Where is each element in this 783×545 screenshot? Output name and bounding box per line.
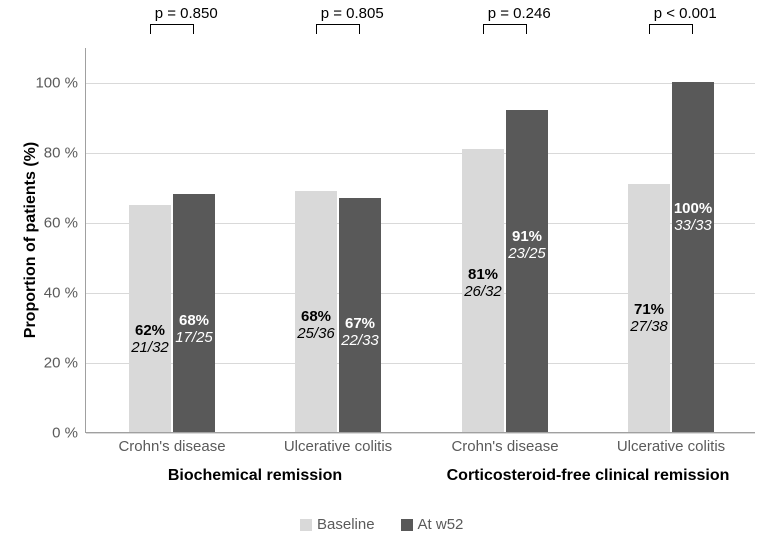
legend: Baseline At w52 bbox=[300, 516, 463, 533]
bar: 68%25/36 bbox=[295, 191, 337, 433]
gridline bbox=[86, 153, 755, 154]
bar: 91%23/25 bbox=[506, 110, 548, 432]
bar-value-label: 62%21/32 bbox=[121, 322, 179, 357]
bar-pct: 81% bbox=[454, 266, 512, 283]
section-label: Corticosteroid-free clinical remission bbox=[447, 467, 730, 485]
ytick-label: 60 % bbox=[44, 215, 86, 232]
bar-value-label: 91%23/25 bbox=[498, 228, 556, 263]
legend-label: At w52 bbox=[418, 516, 464, 533]
bar-pct: 67% bbox=[331, 315, 389, 332]
p-value-label: p < 0.001 bbox=[654, 5, 717, 22]
p-value-label: p = 0.850 bbox=[155, 5, 218, 22]
xtick-label: Crohn's disease bbox=[118, 432, 225, 455]
section-label: Biochemical remission bbox=[168, 467, 342, 485]
bar-fraction: 33/33 bbox=[664, 217, 722, 234]
bar-pct: 68% bbox=[287, 308, 345, 325]
p-value-bracket: p = 0.246 bbox=[483, 24, 527, 34]
xtick-label: Crohn's disease bbox=[451, 432, 558, 455]
bar-value-label: 68%17/25 bbox=[165, 312, 223, 347]
ytick-label: 40 % bbox=[44, 285, 86, 302]
bar-fraction: 25/36 bbox=[287, 325, 345, 342]
bar-fraction: 27/38 bbox=[620, 318, 678, 335]
ytick-label: 0 % bbox=[52, 425, 86, 442]
bar-fraction: 23/25 bbox=[498, 245, 556, 262]
legend-item: Baseline bbox=[300, 516, 375, 533]
legend-swatch bbox=[300, 519, 312, 531]
bar-fraction: 17/25 bbox=[165, 329, 223, 346]
chart-plot-area: 0 %20 %40 %60 %80 %100 %62%21/3268%17/25… bbox=[85, 48, 755, 433]
xtick-label: Ulcerative colitis bbox=[284, 432, 392, 455]
bar-pct: 91% bbox=[498, 228, 556, 245]
bar-value-label: 67%22/33 bbox=[331, 315, 389, 350]
bar: 62%21/32 bbox=[129, 205, 171, 433]
legend-item: At w52 bbox=[401, 516, 464, 533]
bar-pct: 62% bbox=[121, 322, 179, 339]
bar-fraction: 21/32 bbox=[121, 339, 179, 356]
ytick-label: 80 % bbox=[44, 145, 86, 162]
p-value-bracket: p = 0.850 bbox=[150, 24, 194, 34]
ytick-label: 100 % bbox=[35, 75, 86, 92]
bar-value-label: 81%26/32 bbox=[454, 266, 512, 301]
bar: 100%33/33 bbox=[672, 82, 714, 432]
xtick-label: Ulcerative colitis bbox=[617, 432, 725, 455]
bar: 68%17/25 bbox=[173, 194, 215, 432]
bar-pct: 100% bbox=[664, 200, 722, 217]
bar-value-label: 68%25/36 bbox=[287, 308, 345, 343]
bar-value-label: 71%27/38 bbox=[620, 301, 678, 336]
p-value-label: p = 0.805 bbox=[321, 5, 384, 22]
ytick-label: 20 % bbox=[44, 355, 86, 372]
legend-label: Baseline bbox=[317, 516, 375, 533]
bar-pct: 68% bbox=[165, 312, 223, 329]
bar-fraction: 26/32 bbox=[454, 283, 512, 300]
p-value-bracket: p = 0.805 bbox=[316, 24, 360, 34]
p-value-label: p = 0.246 bbox=[488, 5, 551, 22]
bar: 71%27/38 bbox=[628, 184, 670, 433]
bar-fraction: 22/33 bbox=[331, 332, 389, 349]
bar-pct: 71% bbox=[620, 301, 678, 318]
y-axis-label: Proportion of patients (%) bbox=[22, 142, 40, 338]
bar-value-label: 100%33/33 bbox=[664, 200, 722, 235]
bar: 81%26/32 bbox=[462, 149, 504, 433]
bar: 67%22/33 bbox=[339, 198, 381, 433]
legend-swatch bbox=[401, 519, 413, 531]
gridline bbox=[86, 83, 755, 84]
p-value-bracket: p < 0.001 bbox=[649, 24, 693, 34]
